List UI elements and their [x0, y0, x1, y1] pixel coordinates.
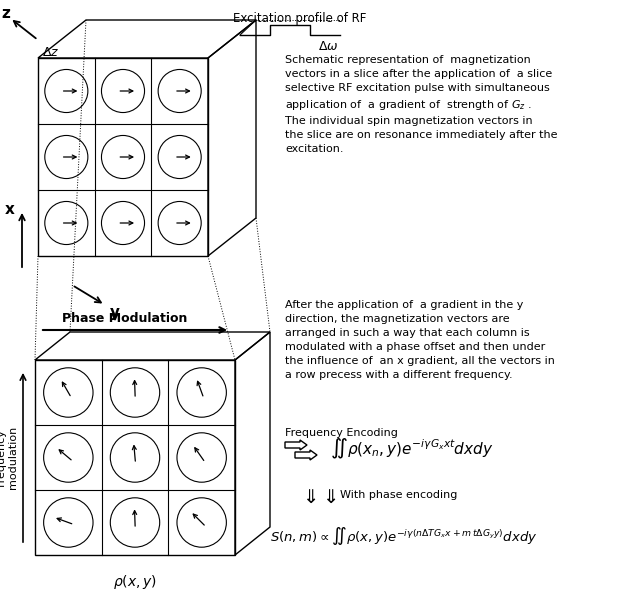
- FancyArrow shape: [285, 440, 307, 450]
- Text: Excitation profile of RF: Excitation profile of RF: [233, 12, 366, 25]
- Text: x: x: [5, 203, 15, 217]
- Text: $S(n,m) \propto \iint\rho(x,y)e^{-i\gamma(n\Delta TG_x x+m\, t\Delta G_y y)}dxdy: $S(n,m) \propto \iint\rho(x,y)e^{-i\gamm…: [270, 525, 538, 547]
- Text: Schematic representation of  magnetization
vectors in a slice after the applicat: Schematic representation of magnetizatio…: [285, 55, 558, 154]
- Text: $\iint\rho(x_n, y)e^{-i\gamma G_x xt}dxdy$: $\iint\rho(x_n, y)e^{-i\gamma G_x xt}dxd…: [330, 437, 494, 461]
- Text: $\Delta\omega$: $\Delta\omega$: [318, 40, 338, 53]
- Text: y: y: [110, 306, 120, 320]
- Text: z: z: [2, 7, 11, 21]
- FancyArrow shape: [295, 450, 317, 460]
- Text: $\Downarrow$: $\Downarrow$: [319, 488, 337, 507]
- Text: Frequency Encoding: Frequency Encoding: [285, 428, 398, 438]
- Text: $\Delta z$: $\Delta z$: [42, 46, 60, 59]
- Text: After the application of  a gradient in the y
direction, the magnetization vecto: After the application of a gradient in t…: [285, 300, 555, 380]
- Text: Phase Modulation: Phase Modulation: [62, 312, 188, 325]
- Text: Frequency
modulation: Frequency modulation: [0, 426, 18, 489]
- Text: $\rho(x,y)$: $\rho(x,y)$: [113, 573, 157, 591]
- Text: $\Downarrow$: $\Downarrow$: [299, 488, 317, 507]
- Text: With phase encoding: With phase encoding: [340, 490, 458, 500]
